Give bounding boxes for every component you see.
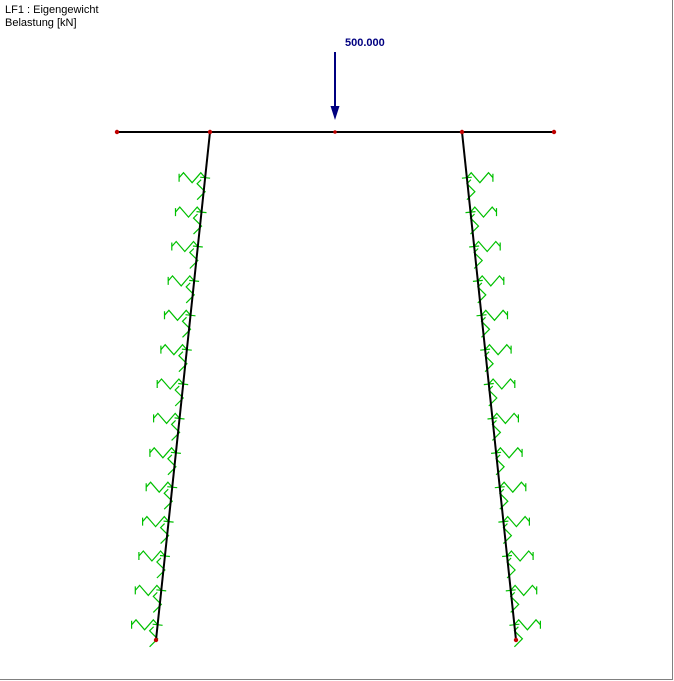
structure-diagram — [0, 0, 674, 681]
